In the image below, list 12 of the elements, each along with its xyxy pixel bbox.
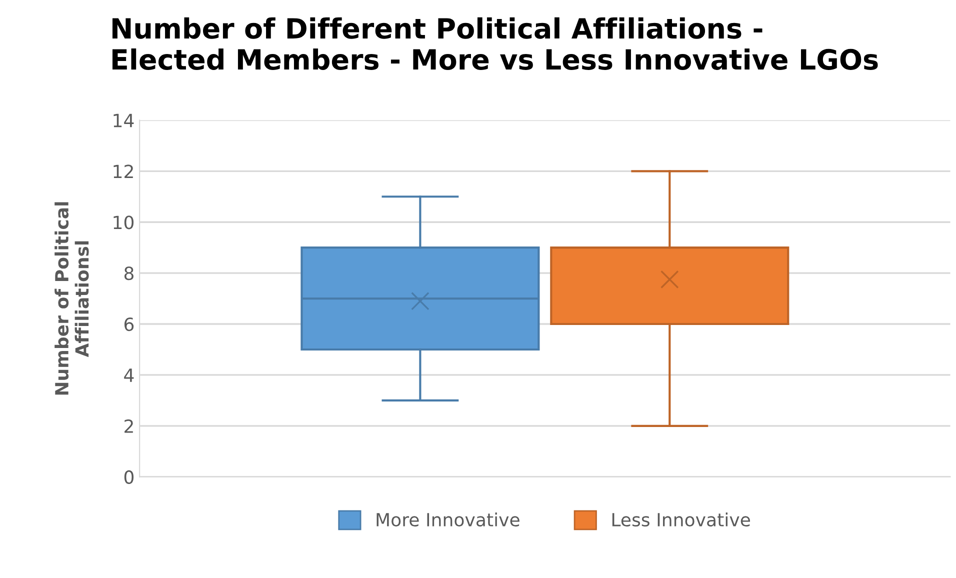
legend-label: Less Innovative xyxy=(612,512,750,527)
y-tick-label: 10 xyxy=(114,216,134,230)
y-tick-label: 14 xyxy=(114,114,134,128)
y-axis-title: Number of Political Affiliationsl xyxy=(54,202,89,395)
y-tick-label: 4 xyxy=(124,368,134,382)
y-tick-label: 6 xyxy=(124,317,134,332)
y-tick-label: 2 xyxy=(124,419,133,433)
y-tick-label: 8 xyxy=(124,266,134,280)
y-tick-label: 12 xyxy=(114,164,133,178)
chart-title: Number of Different Political Affiliations - Elected Members - More vs Less Innovative LGOs xyxy=(112,17,878,70)
legend-label: More Innovative xyxy=(376,512,520,527)
y-tick-label: 0 xyxy=(124,470,134,484)
